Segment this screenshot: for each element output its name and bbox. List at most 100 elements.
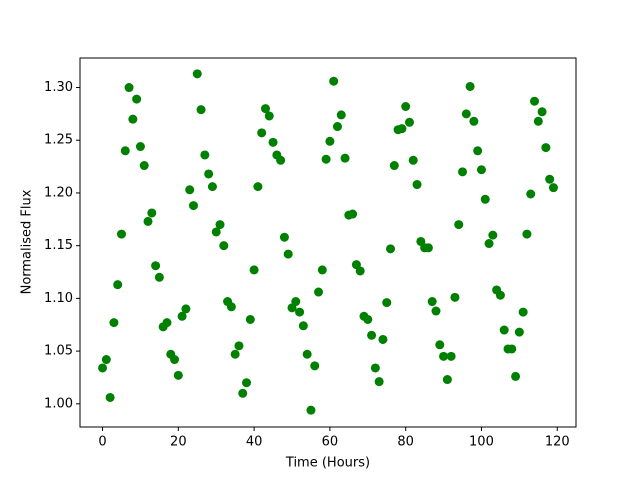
point (196, 105, 206, 115)
point (143, 216, 153, 226)
point (245, 314, 255, 324)
point (435, 340, 445, 350)
point (234, 341, 244, 351)
point (170, 355, 180, 365)
point (548, 183, 558, 193)
point (317, 265, 327, 275)
point (321, 154, 331, 164)
point (370, 363, 380, 373)
point (260, 104, 270, 114)
point (116, 229, 126, 239)
point (211, 227, 221, 237)
point (207, 182, 217, 192)
point (238, 388, 248, 398)
point (264, 111, 274, 121)
y-tick-label: 1.10 (44, 291, 73, 306)
point (128, 114, 138, 124)
point (488, 230, 498, 240)
point (367, 330, 377, 340)
axes-frame (79, 57, 577, 428)
point (151, 261, 161, 271)
point (476, 165, 486, 175)
point (325, 136, 335, 146)
point (332, 122, 342, 132)
point (514, 327, 524, 337)
point (526, 189, 536, 199)
x-axis-label: Time (Hours) (285, 456, 370, 471)
point (139, 161, 149, 171)
point (105, 392, 115, 402)
point (283, 249, 293, 259)
point (132, 94, 142, 104)
point (98, 363, 108, 373)
x-tick-label: 20 (170, 435, 187, 450)
y-tick-label: 1.05 (44, 344, 73, 359)
point (499, 325, 509, 335)
point (533, 116, 543, 126)
point (382, 298, 392, 308)
point (389, 161, 399, 171)
point (545, 174, 555, 184)
point (355, 266, 365, 276)
point (401, 101, 411, 111)
point (408, 155, 418, 165)
point (185, 185, 195, 195)
point (348, 209, 358, 219)
point (340, 153, 350, 163)
point (412, 180, 422, 190)
point (386, 244, 396, 254)
x-tick-label: 80 (397, 435, 414, 450)
point (219, 241, 229, 251)
point (431, 306, 441, 316)
point (113, 280, 123, 290)
point (147, 208, 157, 218)
point (204, 169, 214, 179)
point (279, 232, 289, 242)
point (276, 155, 286, 165)
point (469, 116, 479, 126)
y-tick-label: 1.20 (44, 185, 73, 200)
point (298, 321, 308, 331)
point (461, 109, 471, 119)
point (473, 146, 483, 156)
point (329, 76, 339, 86)
point (541, 143, 551, 153)
point (257, 128, 267, 138)
point (101, 355, 111, 365)
point (518, 307, 528, 317)
point (495, 290, 505, 300)
point (242, 378, 252, 388)
point (120, 146, 130, 156)
point (162, 318, 172, 328)
point (484, 239, 494, 249)
point (442, 375, 452, 385)
point (450, 292, 460, 302)
x-tick-label: 120 (545, 435, 570, 450)
point (423, 243, 433, 253)
point (268, 137, 278, 147)
point (537, 107, 547, 117)
point (363, 314, 373, 324)
point (306, 405, 316, 415)
point (454, 220, 464, 230)
point (253, 182, 263, 192)
point (124, 83, 134, 93)
point (249, 265, 259, 275)
point (173, 370, 183, 380)
point (291, 297, 301, 307)
point (310, 361, 320, 371)
point (374, 377, 384, 387)
point (135, 142, 145, 152)
point (427, 297, 437, 307)
point (314, 287, 324, 297)
point (480, 194, 490, 204)
x-tick-label: 60 (322, 435, 339, 450)
x-tick-label: 0 (98, 435, 106, 450)
point (465, 81, 475, 91)
y-tick-label: 1.00 (44, 396, 73, 411)
point (446, 351, 456, 361)
point (302, 349, 312, 359)
point (200, 150, 210, 160)
point (439, 351, 449, 361)
